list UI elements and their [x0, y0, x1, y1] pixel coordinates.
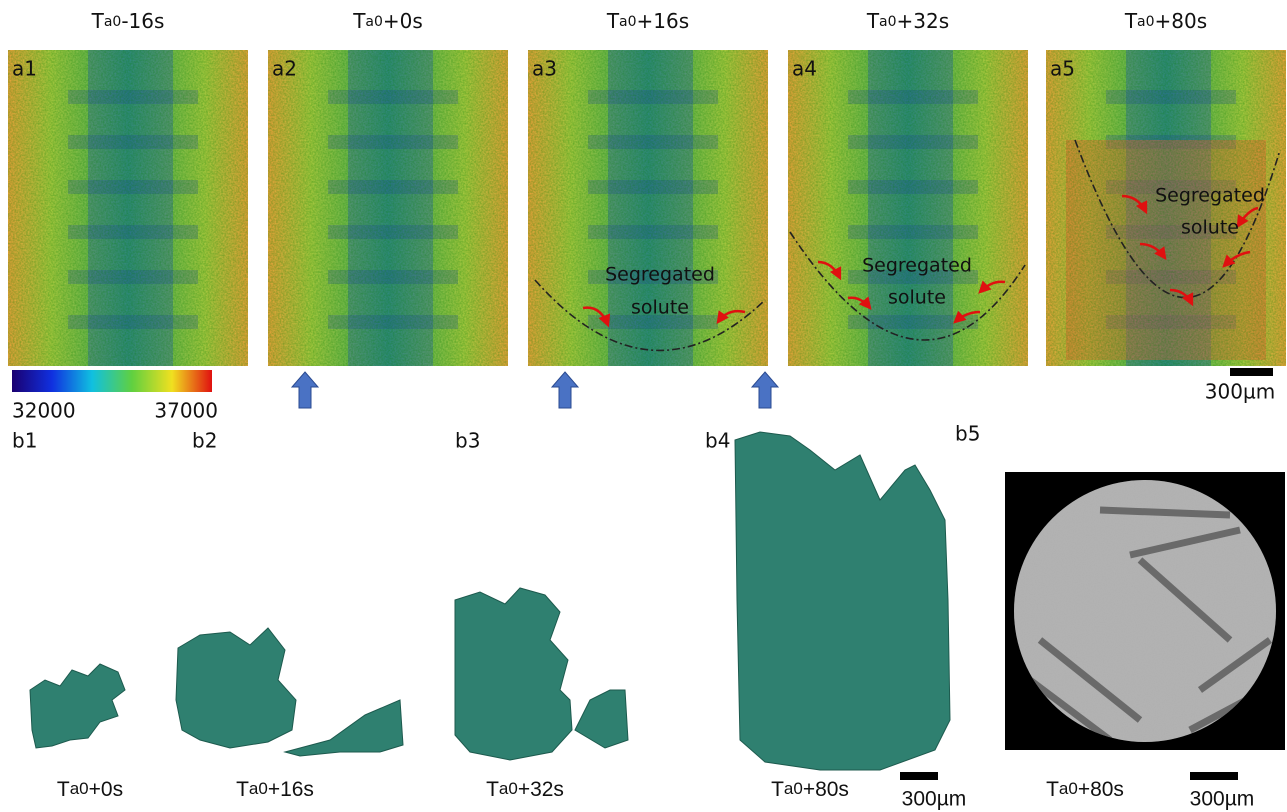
panel-time: Ta0+80s: [1124, 9, 1207, 33]
annotation: solute: [631, 297, 689, 319]
panel-time: Ta0+32s: [866, 9, 949, 33]
time-sub: a0: [1137, 14, 1155, 30]
time-base: T: [486, 778, 499, 801]
figure: 32000 37000 300µm 300µm 300µm Segregated…: [0, 0, 1287, 812]
noise: [8, 50, 248, 366]
scale-bar: [1190, 772, 1238, 780]
noise: [788, 50, 1028, 366]
time-sub: a0: [619, 14, 637, 30]
time-suffix: -16s: [121, 9, 164, 33]
heatmap-panel: [788, 50, 1028, 366]
time-base: T: [1124, 9, 1138, 33]
annotation: Segregated: [862, 255, 972, 277]
time-suffix: +80s: [1155, 9, 1208, 33]
heatmap-panel: [1046, 50, 1286, 366]
panel-label: a4: [792, 57, 817, 81]
panel-label: b2: [192, 429, 217, 453]
heatmap-panel: [268, 50, 508, 366]
caption: Ta0+0s: [57, 778, 123, 801]
heatmap-panel: [8, 50, 248, 366]
time-sub: a0: [365, 14, 383, 30]
time-sub: a0: [784, 779, 803, 798]
caption: Ta0+16s: [236, 778, 314, 801]
time-sub: a0: [249, 779, 268, 798]
panel-label: a1: [12, 57, 37, 81]
colorbar: [12, 370, 212, 392]
annotation: solute: [1181, 217, 1239, 239]
scale-label: 300µm: [902, 788, 967, 811]
renderings: [30, 432, 1285, 770]
noise: [528, 50, 768, 366]
time-sub: a0: [104, 14, 122, 30]
time-base: T: [606, 9, 620, 33]
annotation: Segregated: [605, 264, 715, 286]
panel-time: Ta0-16s: [91, 9, 165, 33]
time-base: T: [91, 9, 105, 33]
caption: Ta0+80s: [1046, 778, 1124, 801]
scale-bar: [900, 772, 938, 780]
scale-label: 300µm: [1205, 380, 1275, 404]
time-base: T: [1046, 778, 1059, 801]
time-sub: a0: [499, 779, 518, 798]
heatmap-panel: [528, 50, 768, 366]
time-base: T: [866, 9, 880, 33]
noise: [1046, 50, 1286, 366]
scale-bar: [1230, 368, 1273, 376]
panel-label: b4: [705, 429, 730, 453]
time-sub: a0: [879, 14, 897, 30]
panel-label: b1: [12, 429, 37, 453]
panel-time: Ta0+16s: [606, 9, 689, 33]
time-base: T: [236, 778, 249, 801]
annotation: solute: [888, 287, 946, 309]
time-suffix: +0s: [89, 778, 123, 801]
colorbar-max: 37000: [154, 399, 218, 423]
top-panels: [8, 50, 1286, 366]
panel-time: Ta0+0s: [352, 9, 423, 33]
caption: Ta0+32s: [486, 778, 564, 801]
annotation: Segregated: [1155, 185, 1265, 207]
time-sub: a0: [70, 779, 89, 798]
time-suffix: +32s: [897, 9, 950, 33]
panel-label: b3: [455, 429, 480, 453]
time-suffix: +32s: [518, 778, 564, 801]
time-suffix: +80s: [1078, 778, 1124, 801]
panel-label: b5: [955, 422, 980, 446]
time-suffix: +80s: [803, 778, 849, 801]
panel-label: a3: [532, 57, 557, 81]
time-suffix: +16s: [268, 778, 314, 801]
noise: [268, 50, 508, 366]
time-base: T: [57, 778, 70, 801]
time-base: T: [352, 9, 366, 33]
time-suffix: +16s: [637, 9, 690, 33]
time-suffix: +0s: [383, 9, 423, 33]
blue-arrows: [292, 372, 778, 408]
caption: Ta0+80s: [771, 778, 849, 801]
panel-label: a2: [272, 57, 297, 81]
time-sub: a0: [1059, 779, 1078, 798]
scale-label: 300µm: [1190, 788, 1255, 811]
colorbar-min: 32000: [12, 399, 76, 423]
panel-label: a5: [1050, 57, 1075, 81]
time-base: T: [771, 778, 784, 801]
